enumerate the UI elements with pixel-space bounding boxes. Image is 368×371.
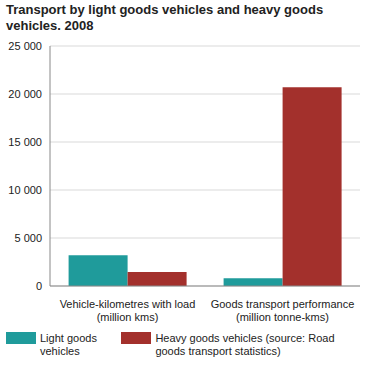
svg-text:0: 0 — [36, 280, 42, 292]
svg-text:15 000: 15 000 — [8, 136, 42, 148]
svg-text:Goods transport performance(mi: Goods transport performance(million tonn… — [211, 298, 355, 323]
html-text:Heavy goods vehicles (source:: Heavy goods vehicles (source: Road goods… — [155, 332, 335, 357]
html-text:Transport by light goods vehic: Transport by light goods vehicles and he… — [6, 2, 324, 33]
svg-text:20 000: 20 000 — [8, 88, 42, 100]
svg-text:25 000: 25 000 — [8, 40, 42, 52]
svg-text:10 000: 10 000 — [8, 184, 42, 196]
svg-text:Vehicle-kilometres with load(m: Vehicle-kilometres with load(million kms… — [60, 298, 196, 323]
html-text:Light goods vehicles: Light goods vehicles — [40, 332, 97, 357]
svg-text:5 000: 5 000 — [14, 232, 42, 244]
